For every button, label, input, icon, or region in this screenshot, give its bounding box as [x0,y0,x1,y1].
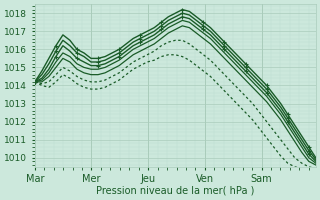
X-axis label: Pression niveau de la mer( hPa ): Pression niveau de la mer( hPa ) [96,186,254,196]
